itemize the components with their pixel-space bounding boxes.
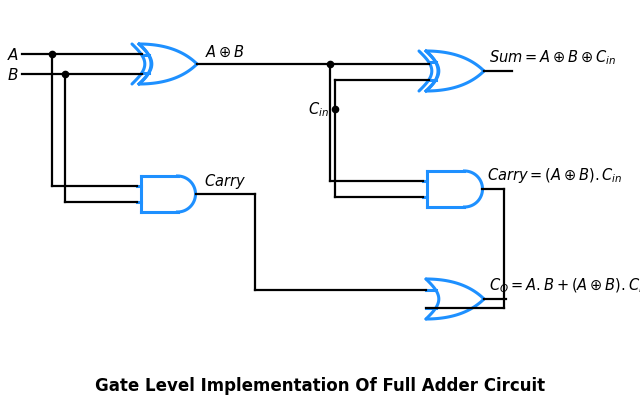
Text: $C_{in}$: $C_{in}$ (308, 100, 329, 119)
Text: $Carry = (A \oplus B). C_{in}$: $Carry = (A \oplus B). C_{in}$ (488, 166, 623, 184)
Text: A: A (8, 47, 18, 62)
Text: Gate Level Implementation Of Full Adder Circuit: Gate Level Implementation Of Full Adder … (95, 376, 545, 394)
Text: $C_O = A. B + (A \oplus B). C_{in}$: $C_O = A. B + (A \oplus B). C_{in}$ (489, 276, 640, 294)
Text: $A \oplus B$: $A \oplus B$ (205, 45, 245, 60)
Text: $Sum = A \oplus B \oplus C_{in}$: $Sum = A \oplus B \oplus C_{in}$ (489, 48, 616, 67)
Text: B: B (8, 67, 18, 82)
Text: $Carry$: $Carry$ (204, 172, 246, 191)
